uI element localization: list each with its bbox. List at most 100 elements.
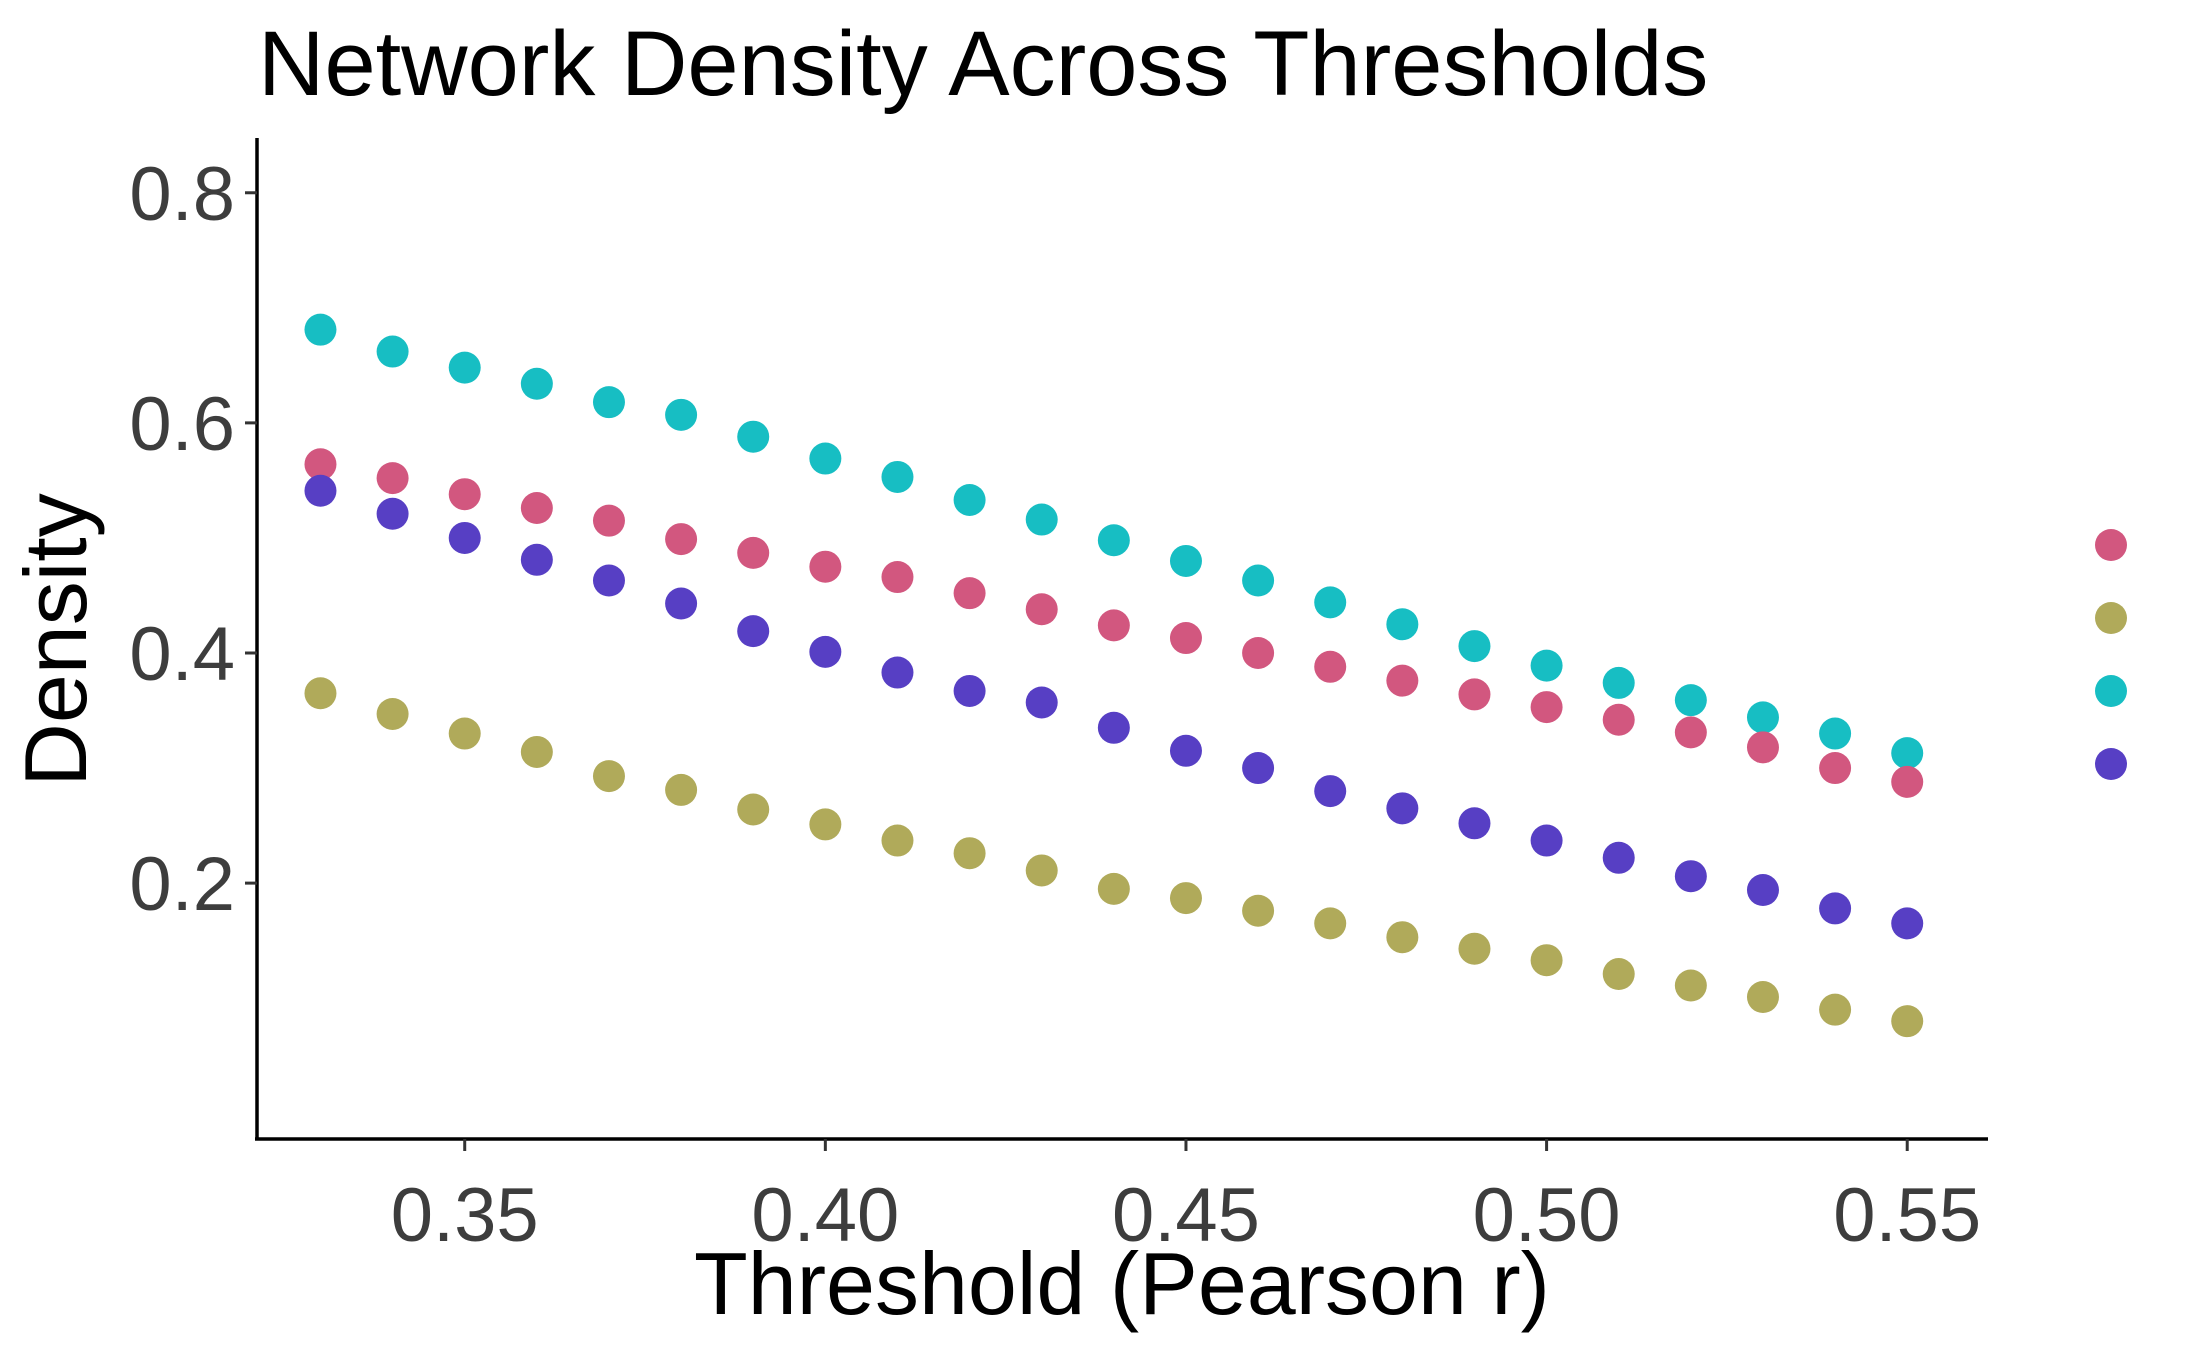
plot-area: 0.35 0.40 0.45 0.50 0.55 0.2 0.4 0.6 0.8	[129, 138, 1988, 1258]
data-point	[1314, 907, 1347, 940]
data-point	[1602, 841, 1635, 874]
data-point	[1169, 622, 1202, 655]
data-point	[1097, 872, 1130, 905]
data-point	[1458, 630, 1491, 663]
data-point	[1314, 586, 1347, 619]
data-point	[1097, 524, 1130, 557]
data-point	[1746, 981, 1779, 1014]
data-point	[1242, 752, 1275, 785]
data-point	[592, 504, 625, 537]
legend-key	[2095, 529, 2127, 561]
data-point	[665, 398, 698, 431]
data-point	[737, 420, 770, 453]
data-point	[1242, 636, 1275, 669]
data-point	[881, 656, 914, 689]
data-point	[376, 462, 409, 495]
data-point	[1530, 649, 1563, 682]
x-tick-label: 0.40	[751, 1173, 899, 1258]
x-tick-label: 0.35	[391, 1173, 539, 1258]
data-point	[953, 837, 986, 870]
data-point	[737, 536, 770, 569]
y-axis-ticks: 0.2 0.4 0.6 0.8	[129, 152, 257, 927]
data-point	[1674, 716, 1707, 749]
data-point	[304, 313, 337, 346]
x-axis-ticks: 0.35 0.40 0.45 0.50 0.55	[391, 1139, 1981, 1258]
data-point	[520, 492, 553, 525]
data-point	[881, 824, 914, 857]
data-point	[737, 793, 770, 826]
data-point	[1458, 932, 1491, 965]
data-point	[953, 674, 986, 707]
data-point	[448, 717, 481, 750]
legend-key	[2095, 602, 2127, 634]
data-point	[376, 497, 409, 530]
data-point	[1386, 921, 1419, 954]
y-tick-label: 0.4	[129, 612, 235, 697]
y-tick-label: 0.6	[129, 382, 235, 467]
data-point	[376, 335, 409, 368]
data-point	[665, 523, 698, 556]
data-point	[1602, 958, 1635, 991]
data-point	[737, 615, 770, 648]
data-point	[1242, 564, 1275, 597]
data-point	[1097, 609, 1130, 642]
data-point	[304, 448, 337, 481]
data-point	[592, 386, 625, 419]
y-axis-title: Density	[6, 493, 105, 786]
x-tick-label: 0.45	[1112, 1173, 1260, 1258]
legend-key	[2095, 675, 2127, 707]
data-point	[1891, 765, 1924, 798]
x-tick-label: 0.55	[1833, 1173, 1981, 1258]
data-point	[1530, 824, 1563, 857]
x-axis-title: Threshold (Pearson r)	[694, 1234, 1550, 1333]
y-tick-label: 0.8	[129, 152, 235, 237]
data-point	[1891, 737, 1924, 770]
data-point	[1602, 666, 1635, 699]
data-point	[1602, 703, 1635, 736]
data-point	[1746, 731, 1779, 764]
data-point	[809, 550, 842, 583]
data-point	[520, 367, 553, 400]
data-point	[1674, 969, 1707, 1002]
data-point	[1242, 894, 1275, 927]
data-point	[1025, 686, 1058, 719]
chart-title: Network Density Across Thresholds	[258, 13, 1708, 115]
data-point	[1819, 993, 1852, 1026]
data-point	[1097, 711, 1130, 744]
data-point	[1819, 892, 1852, 925]
data-point	[304, 474, 337, 507]
data-point	[809, 808, 842, 841]
data-point	[1025, 593, 1058, 626]
data-point	[1530, 944, 1563, 977]
data-point	[665, 773, 698, 806]
data-point	[1530, 691, 1563, 724]
data-point	[1674, 860, 1707, 893]
data-point	[1458, 678, 1491, 711]
data-point	[376, 697, 409, 730]
data-point	[1169, 734, 1202, 767]
data-point	[809, 635, 842, 668]
y-tick-label: 0.2	[129, 842, 235, 927]
x-tick-label: 0.50	[1473, 1173, 1621, 1258]
data-point	[448, 521, 481, 554]
data-point	[520, 543, 553, 576]
data-point	[592, 564, 625, 597]
data-point	[1891, 907, 1924, 940]
data-point	[809, 442, 842, 475]
data-point	[953, 483, 986, 516]
data-point	[520, 735, 553, 768]
data-point	[1746, 874, 1779, 907]
data-point	[1891, 1005, 1924, 1038]
data-point	[304, 677, 337, 710]
data-point	[953, 577, 986, 610]
data-point	[881, 460, 914, 493]
data-point	[1169, 882, 1202, 915]
data-point	[881, 561, 914, 594]
data-point	[1746, 701, 1779, 734]
data-point	[1314, 650, 1347, 683]
data-point	[1386, 792, 1419, 825]
data-point	[448, 351, 481, 384]
data-point	[1386, 608, 1419, 641]
data-point	[1819, 717, 1852, 750]
